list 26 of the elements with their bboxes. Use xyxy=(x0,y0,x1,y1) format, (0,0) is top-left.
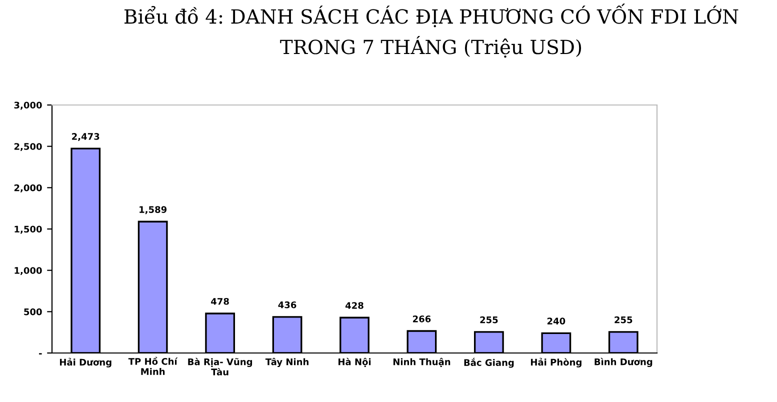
x-tick-label: Tây Ninh xyxy=(265,358,308,368)
x-tick-label: Bắc Giang xyxy=(464,358,514,368)
y-tick-label: 2,500 xyxy=(14,143,42,152)
data-label: 1,589 xyxy=(140,206,167,214)
data-label: 478 xyxy=(211,298,229,305)
data-label: 255 xyxy=(614,316,632,324)
data-label: 428 xyxy=(345,302,364,309)
x-tick-label: TP Hồ Chí Minh xyxy=(128,356,178,375)
x-tick-label: Ninh Thuận xyxy=(393,358,450,367)
y-tick-label: 500 xyxy=(24,308,42,316)
y-tick-label: 1,000 xyxy=(14,267,42,276)
data-label: 240 xyxy=(547,318,566,324)
y-tick-label: 3,000 xyxy=(14,102,42,110)
x-tick-label: Bình Dương xyxy=(594,358,652,368)
data-label: 436 xyxy=(278,301,296,308)
x-tick-label: Bà Rịa- Vũng Tàu xyxy=(188,358,252,376)
x-tick-label: Hải Dương xyxy=(60,358,112,368)
data-label: 255 xyxy=(480,316,498,324)
x-tick-label: Hà Nội xyxy=(338,358,371,367)
y-tick-label: 1,500 xyxy=(14,226,42,234)
y-tick-label: - xyxy=(39,353,42,354)
data-label: 2,473 xyxy=(72,133,100,142)
data-label: 266 xyxy=(413,315,431,322)
chart-title: Biểu đồ 4: DANH SÁCH CÁC ĐỊA PHƯƠNG CÓ VỐN FDI LỚN TRONG 7 THÁNG (Triệu USD) xyxy=(124,4,738,58)
x-tick-label: Hải Phòng xyxy=(530,358,582,368)
y-tick-label: 2,000 xyxy=(14,184,42,192)
